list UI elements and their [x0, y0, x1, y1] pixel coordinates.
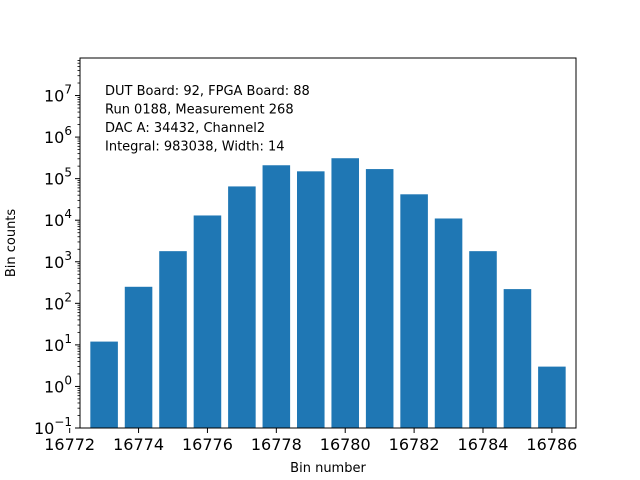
bar-16776 [193, 215, 222, 428]
bar-16780 [331, 158, 359, 428]
x-tick-label: 16776 [182, 435, 233, 454]
bar-16773 [90, 341, 118, 428]
y-tick-label: 102 [44, 290, 72, 313]
bar-16775 [159, 251, 187, 428]
annotation-line: DAC A: 34432, Channel2 [105, 121, 265, 136]
x-tick-label: 16784 [458, 435, 509, 454]
bar-16778 [262, 165, 291, 428]
ticks-group: 10−1 100 101 102 103 104 105 106 107 16772 16774 16… [34, 60, 577, 454]
annotation-line: Run 0188, Measurement 268 [105, 103, 294, 118]
y-axis-label: Bin counts [4, 209, 19, 278]
bar-16779 [297, 171, 325, 428]
bar-16782 [400, 194, 428, 428]
x-tick-label: 16774 [113, 435, 164, 454]
y-tick-label: 104 [44, 207, 72, 230]
bar-16774 [124, 286, 153, 428]
y-tick-label: 106 [44, 124, 72, 147]
bars-group [90, 158, 566, 428]
x-tick-label: 16772 [44, 435, 95, 454]
bar-16786 [538, 366, 566, 428]
x-axis-label: Bin number [290, 461, 366, 476]
annotation-line: DUT Board: 92, FPGA Board: 88 [105, 84, 310, 99]
bar-16784 [469, 251, 497, 428]
y-tick-label: 100 [44, 373, 72, 396]
annotation-line: Integral: 983038, Width: 14 [105, 140, 285, 155]
y-tick-label: 103 [44, 249, 72, 272]
y-tick-label: 101 [44, 332, 72, 355]
plot-frame [79, 57, 577, 429]
bar-16777 [228, 186, 256, 428]
x-tick-label: 16778 [251, 435, 302, 454]
x-tick-label: 16782 [389, 435, 440, 454]
bar-16785 [503, 289, 532, 428]
y-tick-label: 10−1 [34, 415, 72, 438]
bar-16781 [365, 169, 394, 428]
x-tick-label: 16786 [526, 435, 577, 454]
y-tick-label: 105 [44, 166, 72, 189]
bar-16783 [434, 218, 463, 428]
x-tick-label: 16780 [320, 435, 371, 454]
y-tick-label: 107 [44, 83, 72, 106]
annotation-block: DUT Board: 92, FPGA Board: 88 Run 0188, M… [105, 84, 310, 155]
